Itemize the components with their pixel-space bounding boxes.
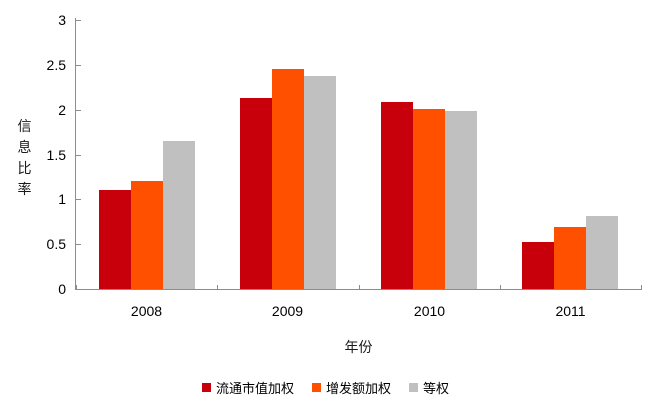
x-tick-label: 2008 (130, 303, 163, 319)
y-tick-label: 3 (58, 12, 66, 28)
y-tick-mark (76, 244, 81, 245)
bar-增发额加权-2008 (131, 181, 163, 289)
y-tick-label: 0.5 (46, 236, 66, 252)
y-tick-label: 1 (58, 191, 66, 207)
y-tick-mark (76, 199, 81, 200)
y-tick-label: 0 (58, 281, 66, 297)
y-tick-label: 2.5 (46, 57, 66, 73)
x-tick-mark (500, 285, 501, 289)
x-tick-mark (76, 285, 77, 289)
bar-等权-2008 (163, 141, 195, 289)
legend-swatch-icon (311, 383, 321, 392)
bar-增发额加权-2010 (413, 109, 445, 289)
x-axis-line (75, 289, 642, 290)
bar-等权-2009 (304, 76, 336, 289)
legend-label: 等权 (423, 381, 450, 396)
bar-流通市值加权-2011 (522, 242, 554, 289)
legend-item: 增发额加权 (311, 378, 391, 397)
y-tick-label: 2 (58, 102, 66, 118)
legend: 流通市值加权 增发额加权 等权 (0, 378, 651, 397)
y-tick-mark (76, 110, 81, 111)
bar-流通市值加权-2008 (99, 190, 131, 289)
x-tick-mark (641, 285, 642, 289)
y-axis-line (75, 18, 76, 290)
legend-item: 等权 (409, 378, 449, 397)
y-axis-title: 信息比率 (17, 118, 32, 197)
bar-增发额加权-2011 (554, 227, 586, 289)
y-tick-mark (76, 289, 81, 290)
x-tick-mark (217, 285, 218, 289)
x-tick-label: 2010 (413, 303, 446, 319)
bar-等权-2011 (586, 216, 618, 289)
bar-增发额加权-2009 (272, 69, 304, 289)
legend-swatch-icon (201, 383, 211, 392)
bar-流通市值加权-2009 (240, 98, 272, 289)
legend-swatch-icon (409, 383, 418, 392)
bar-等权-2010 (445, 111, 477, 289)
y-tick-mark (76, 65, 81, 66)
legend-label: 流通市值加权 (215, 381, 294, 396)
x-tick-mark (359, 285, 360, 289)
x-tick-label: 2011 (555, 303, 586, 319)
legend-label: 增发额加权 (325, 381, 391, 396)
y-tick-mark (76, 155, 81, 156)
legend-item: 流通市值加权 (201, 378, 294, 397)
x-tick-label: 2009 (271, 303, 304, 319)
y-tick-mark (76, 20, 81, 21)
x-axis-title: 年份 (344, 339, 373, 355)
y-tick-label: 1.5 (46, 147, 66, 163)
bar-流通市值加权-2010 (381, 102, 413, 289)
